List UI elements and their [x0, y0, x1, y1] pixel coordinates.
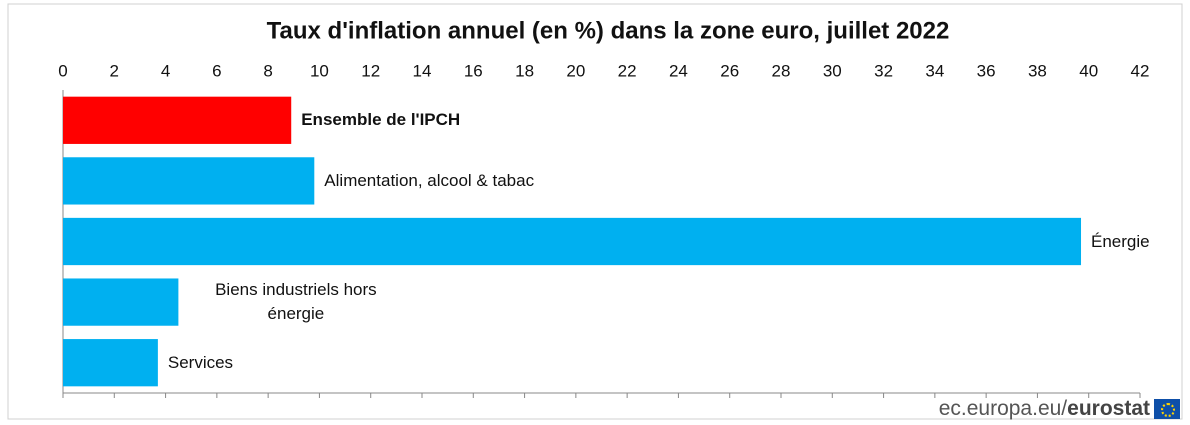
- x-tick-label: 36: [977, 61, 996, 80]
- x-tick-label: 20: [566, 61, 585, 80]
- x-tick-label: 8: [263, 61, 272, 80]
- source-brand: eurostat: [1067, 397, 1150, 420]
- chart-title: Taux d'inflation annuel (en %) dans la z…: [267, 17, 950, 44]
- frame: [7, 3, 1183, 420]
- x-tick-label: 28: [772, 61, 791, 80]
- x-tick-label: 4: [161, 61, 170, 80]
- x-tick-label: 34: [925, 61, 944, 80]
- bar: [63, 339, 158, 387]
- x-tick-label: 40: [1079, 61, 1098, 80]
- source: ec.europa.eu/eurostat: [939, 397, 1180, 421]
- x-tick-label: 24: [669, 61, 688, 80]
- category-label: Ensemble de l'IPCH: [301, 110, 461, 130]
- x-tick-label: 22: [618, 61, 637, 80]
- x-tick-label: 16: [464, 61, 483, 80]
- x-tick-label: 42: [1131, 61, 1150, 80]
- x-tick-label: 14: [413, 61, 432, 80]
- bar: [63, 96, 292, 144]
- x-tick-label: 26: [720, 61, 739, 80]
- bar: [63, 157, 315, 205]
- category-label: Services: [167, 352, 234, 372]
- x-tick-label: 0: [58, 61, 67, 80]
- x-tick-label: 12: [361, 61, 380, 80]
- category-label: Énergie: [1091, 231, 1150, 251]
- x-tick-label: 32: [874, 61, 893, 80]
- x-tick-label: 2: [110, 61, 119, 80]
- x-tick-label: 6: [212, 61, 221, 80]
- x-tick-label: 18: [515, 61, 534, 80]
- source-site: ec.europa.eu/: [938, 397, 1068, 420]
- category-label: Alimentation, alcool & tabac: [324, 170, 535, 190]
- category-label: Biens industriels hors énergie: [215, 280, 377, 324]
- x-tick-label: 10: [310, 61, 329, 80]
- eu-flag: [1154, 399, 1180, 419]
- bar: [63, 217, 1082, 266]
- x-tick-label: 30: [823, 61, 842, 80]
- x-tick-label: 38: [1028, 61, 1047, 80]
- bar: [63, 278, 179, 326]
